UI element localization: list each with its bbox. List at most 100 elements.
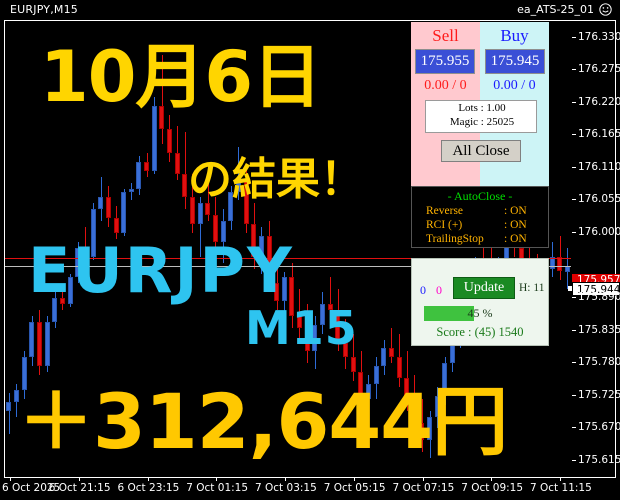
- price-tick-dash: [572, 362, 576, 364]
- sell-profit-loss: 0.00 / 0: [424, 78, 467, 93]
- time-tick-label: 6 Oct 21:15: [48, 482, 111, 494]
- price-tick-dash: [572, 427, 576, 429]
- ea-name-label: ea_ATS-25_01: [517, 3, 594, 16]
- candle-body: [374, 366, 379, 385]
- price-tick-dash: [572, 329, 576, 331]
- candle-wick: [200, 197, 201, 257]
- buy-price-button[interactable]: 175.945: [485, 49, 545, 74]
- autoclose-row-value: : ON: [504, 205, 527, 217]
- candle-body: [328, 304, 333, 310]
- time-scale-axis[interactable]: 6 Oct 2025 6 Oct 21:15 6 Oct 23:15 7 Oct 01…: [0, 477, 620, 500]
- time-tick-label: 7 Oct 07:15: [392, 482, 455, 494]
- price-tick-label: 175.835: [578, 323, 620, 336]
- progress-bar: 45 %: [424, 306, 536, 321]
- autoclose-row-key: Reverse: [426, 205, 464, 217]
- price-tick-dash: [572, 101, 576, 103]
- price-tick-label: 175.670: [578, 421, 620, 434]
- candle-body: [305, 327, 310, 352]
- candle-wick: [238, 147, 239, 201]
- time-tick: [422, 477, 424, 481]
- autoclose-row-value: : ON: [504, 233, 527, 245]
- price-tick: 175.835: [572, 324, 620, 336]
- price-tick: 176.110: [572, 161, 620, 173]
- lots-row: Lots : 1.00: [458, 102, 506, 114]
- autoclose-row[interactable]: RCI (+): ON: [412, 219, 548, 233]
- price-tick: 176.000: [572, 226, 620, 238]
- candle-body: [381, 348, 386, 367]
- sell-count-value: 0: [436, 283, 442, 297]
- candle-wick: [85, 227, 86, 263]
- candle-body: [144, 161, 149, 171]
- time-tick-label: 7 Oct 11:15: [530, 482, 592, 494]
- autoclose-row[interactable]: TrailingStop : ON: [412, 233, 548, 247]
- all-close-button[interactable]: All Close: [441, 140, 521, 162]
- candle-body: [397, 357, 402, 379]
- price-tick: 175.670: [572, 421, 620, 433]
- candle-body: [297, 315, 302, 328]
- candle-body: [52, 298, 57, 322]
- price-tick: 175.725: [572, 389, 620, 401]
- time-tick: [491, 477, 493, 481]
- candle-body: [366, 384, 371, 399]
- candle-body: [98, 197, 103, 210]
- price-tick-dash: [572, 394, 576, 396]
- candle-wick: [391, 327, 392, 364]
- candle-wick: [9, 392, 10, 435]
- candle-body: [68, 277, 73, 305]
- candle-body: [389, 348, 394, 358]
- candle-body: [22, 357, 27, 390]
- candle-body: [320, 304, 325, 325]
- candle-body: [557, 256, 562, 272]
- price-tick: 175.780: [572, 356, 620, 368]
- price-tick-label: 175.780: [578, 356, 620, 369]
- candle-body: [282, 277, 287, 302]
- candle-body: [358, 372, 363, 399]
- price-tick: 176.275: [572, 63, 620, 75]
- candle-wick: [330, 277, 331, 319]
- autoclose-row-key: TrailingStop: [426, 233, 484, 245]
- price-scale-axis[interactable]: 175.957 175.944 176.330 176.275 176.220 176…: [568, 21, 620, 477]
- ask-price-tag: 175.944: [572, 282, 620, 296]
- candle-body: [267, 235, 272, 284]
- candle-body: [351, 357, 356, 373]
- time-tick: [353, 477, 355, 481]
- time-tick-label: 6 Oct 23:15: [117, 482, 180, 494]
- candle-body: [182, 173, 187, 198]
- price-tick-label: 176.055: [578, 193, 620, 206]
- price-tick-label: 176.000: [578, 226, 620, 238]
- update-button[interactable]: Update: [453, 277, 515, 299]
- buy-count-value: 0: [420, 283, 426, 297]
- price-tick: 175.615: [572, 454, 620, 466]
- score-label: Score : (45) 1540: [436, 325, 524, 339]
- price-tick-label: 175.725: [578, 388, 620, 401]
- candle-body: [259, 235, 264, 257]
- lots-magic-box: Lots : 1.00 Magic : 25025: [425, 100, 537, 133]
- price-tick: 176.055: [572, 193, 620, 205]
- candle-body: [419, 422, 424, 441]
- candle-body: [404, 378, 409, 402]
- progress-bar-label: 45 %: [467, 306, 493, 320]
- candle-body: [106, 197, 111, 219]
- candle-wick: [208, 167, 209, 222]
- time-tick-label: 7 Oct 01:15: [186, 482, 249, 494]
- buy-profit-loss: 0.00 / 0: [493, 78, 536, 93]
- candle-body: [114, 218, 119, 233]
- price-tick-dash: [572, 36, 576, 38]
- ask-price-value: 175.944: [577, 284, 620, 296]
- price-tick-label: 175.615: [578, 454, 620, 466]
- price-level-line: [5, 266, 571, 268]
- candle-body: [221, 221, 226, 242]
- candle-body: [175, 153, 180, 174]
- candle-body: [136, 161, 141, 189]
- candle-body: [121, 191, 126, 233]
- magic-row: Magic : 25025: [449, 116, 515, 128]
- sell-price-button[interactable]: 175.955: [415, 49, 475, 74]
- candle-body: [251, 224, 256, 257]
- candle-body: [550, 256, 555, 269]
- autoclose-title: - AutoClose -: [447, 189, 513, 203]
- candle-body: [45, 321, 50, 367]
- overlay-timeframe-text: M15: [245, 301, 358, 355]
- candle-wick: [277, 256, 278, 310]
- autoclose-row[interactable]: Reverse : ON: [412, 205, 548, 219]
- candle-body: [343, 342, 348, 358]
